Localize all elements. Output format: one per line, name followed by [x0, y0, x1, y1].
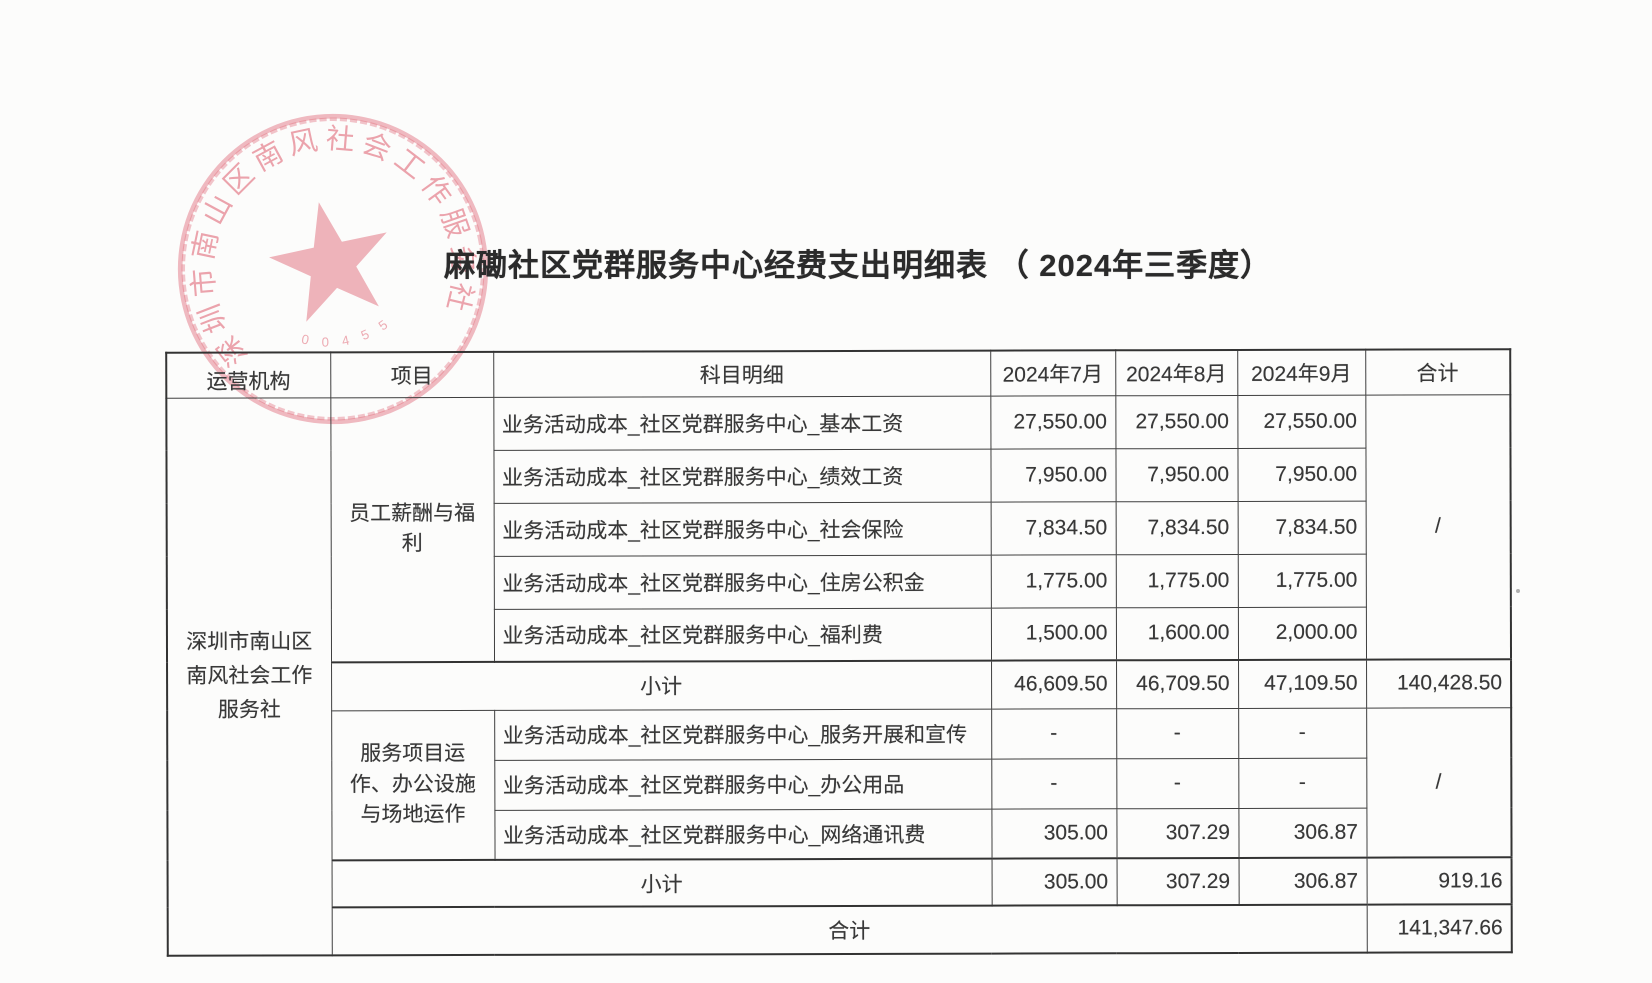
- value-jul: -: [991, 708, 1117, 759]
- value-jul: 1,500.00: [990, 607, 1117, 661]
- value-sep: 2,000.00: [1237, 606, 1367, 660]
- value-sep: 27,550.00: [1237, 394, 1366, 448]
- grand-total-value: 141,347.66: [1366, 904, 1512, 953]
- value-aug: 27,550.00: [1115, 394, 1238, 449]
- value-sep: -: [1238, 707, 1367, 758]
- detail-cell: 业务活动成本_社区党群服务中心_基本工资: [493, 395, 991, 450]
- value-aug: 1,600.00: [1115, 606, 1239, 661]
- value-sep: 7,834.50: [1237, 500, 1366, 554]
- group2-quarter-total-cell: /: [1366, 707, 1512, 858]
- header-project: 项目: [330, 351, 494, 398]
- value-aug: 7,834.50: [1115, 500, 1238, 555]
- subtotal-total: 919.16: [1366, 857, 1512, 905]
- header-2024-07: 2024年7月: [990, 350, 1116, 396]
- grand-total-row: 合计 141,347.66: [168, 904, 1512, 956]
- subtotal-jul: 46,609.50: [991, 660, 1117, 709]
- table-row: 服务项目运作、办公设施与场地运作 业务活动成本_社区党群服务中心_服务开展和宣传…: [167, 707, 1512, 861]
- project-group2-cell: 服务项目运作、办公设施与场地运作: [331, 709, 495, 861]
- detail-cell: 业务活动成本_社区党群服务中心_服务开展和宣传: [494, 708, 992, 760]
- value-aug: -: [1116, 707, 1239, 759]
- table-header-row: 运营机构 项目 科目明细 2024年7月 2024年8月 2024年9月 合计: [166, 349, 1511, 398]
- subtotal-aug: 46,709.50: [1116, 659, 1239, 709]
- detail-cell: 业务活动成本_社区党群服务中心_社会保险: [493, 501, 991, 556]
- seal-arc-text: 深圳市南山区南风社会工作服务社: [160, 96, 493, 376]
- group1-quarter-total-cell: /: [1365, 394, 1512, 660]
- value-jul: 27,550.00: [990, 395, 1116, 449]
- detail-cell: 业务活动成本_社区党群服务中心_绩效工资: [493, 448, 991, 503]
- svg-text:深圳市南山区南风社会工作服务社: 深圳市南山区南风社会工作服务社: [160, 96, 493, 376]
- value-jul: 1,775.00: [990, 554, 1116, 608]
- value-jul: 305.00: [991, 808, 1117, 859]
- detail-cell: 业务活动成本_社区党群服务中心_福利费: [493, 607, 992, 662]
- expense-detail-table: 运营机构 项目 科目明细 2024年7月 2024年8月 2024年9月 合计 …: [165, 348, 1513, 957]
- subtotal-row-group1: 小计 46,609.50 46,709.50 47,109.50 140,428…: [167, 659, 1512, 711]
- subtotal-label: 小计: [331, 858, 992, 908]
- value-aug: 7,950.00: [1115, 447, 1238, 502]
- value-sep: 7,950.00: [1237, 447, 1366, 501]
- expense-table-wrapper: 运营机构 项目 科目明细 2024年7月 2024年8月 2024年9月 合计 …: [165, 348, 1513, 957]
- scan-speck-artifact: [1516, 589, 1520, 593]
- value-jul: 7,950.00: [990, 448, 1116, 502]
- detail-cell: 业务活动成本_社区党群服务中心_办公用品: [494, 758, 992, 810]
- value-sep: 1,775.00: [1237, 553, 1366, 607]
- value-sep: 306.87: [1238, 807, 1367, 858]
- detail-cell: 业务活动成本_社区党群服务中心_网络通讯费: [494, 808, 992, 860]
- subtotal-total: 140,428.50: [1366, 659, 1512, 708]
- value-sep: -: [1238, 757, 1367, 808]
- header-total: 合计: [1365, 349, 1511, 395]
- header-detail: 科目明细: [493, 350, 991, 397]
- seal-star-icon: [269, 202, 387, 322]
- value-jul: -: [991, 758, 1117, 809]
- project-group1-cell: 员工薪酬与福利: [330, 396, 495, 663]
- subtotal-row-group2: 小计 305.00 307.29 306.87 919.16: [168, 857, 1512, 908]
- header-2024-09: 2024年9月: [1237, 349, 1366, 395]
- subtotal-jul: 305.00: [991, 858, 1117, 906]
- subtotal-sep: 306.87: [1238, 857, 1367, 905]
- value-aug: 1,775.00: [1115, 553, 1238, 608]
- value-aug: -: [1116, 757, 1239, 809]
- header-org: 运营机构: [166, 352, 331, 398]
- subtotal-sep: 47,109.50: [1238, 659, 1367, 708]
- header-2024-08: 2024年8月: [1115, 349, 1238, 396]
- org-name-cell: 深圳市南山区南风社会工作服务社: [166, 397, 332, 956]
- grand-total-label: 合计: [331, 904, 1367, 956]
- subtotal-aug: 307.29: [1116, 857, 1239, 906]
- value-jul: 7,834.50: [990, 501, 1116, 555]
- detail-cell: 业务活动成本_社区党群服务中心_住房公积金: [493, 554, 991, 609]
- subtotal-label: 小计: [331, 660, 992, 711]
- page-title: 麻磡社区党群服务中心经费支出明细表 （ 2024年三季度）: [444, 248, 1273, 283]
- value-aug: 307.29: [1116, 807, 1239, 859]
- table-row: 深圳市南山区南风社会工作服务社 员工薪酬与福利 业务活动成本_社区党群服务中心_…: [166, 394, 1512, 956]
